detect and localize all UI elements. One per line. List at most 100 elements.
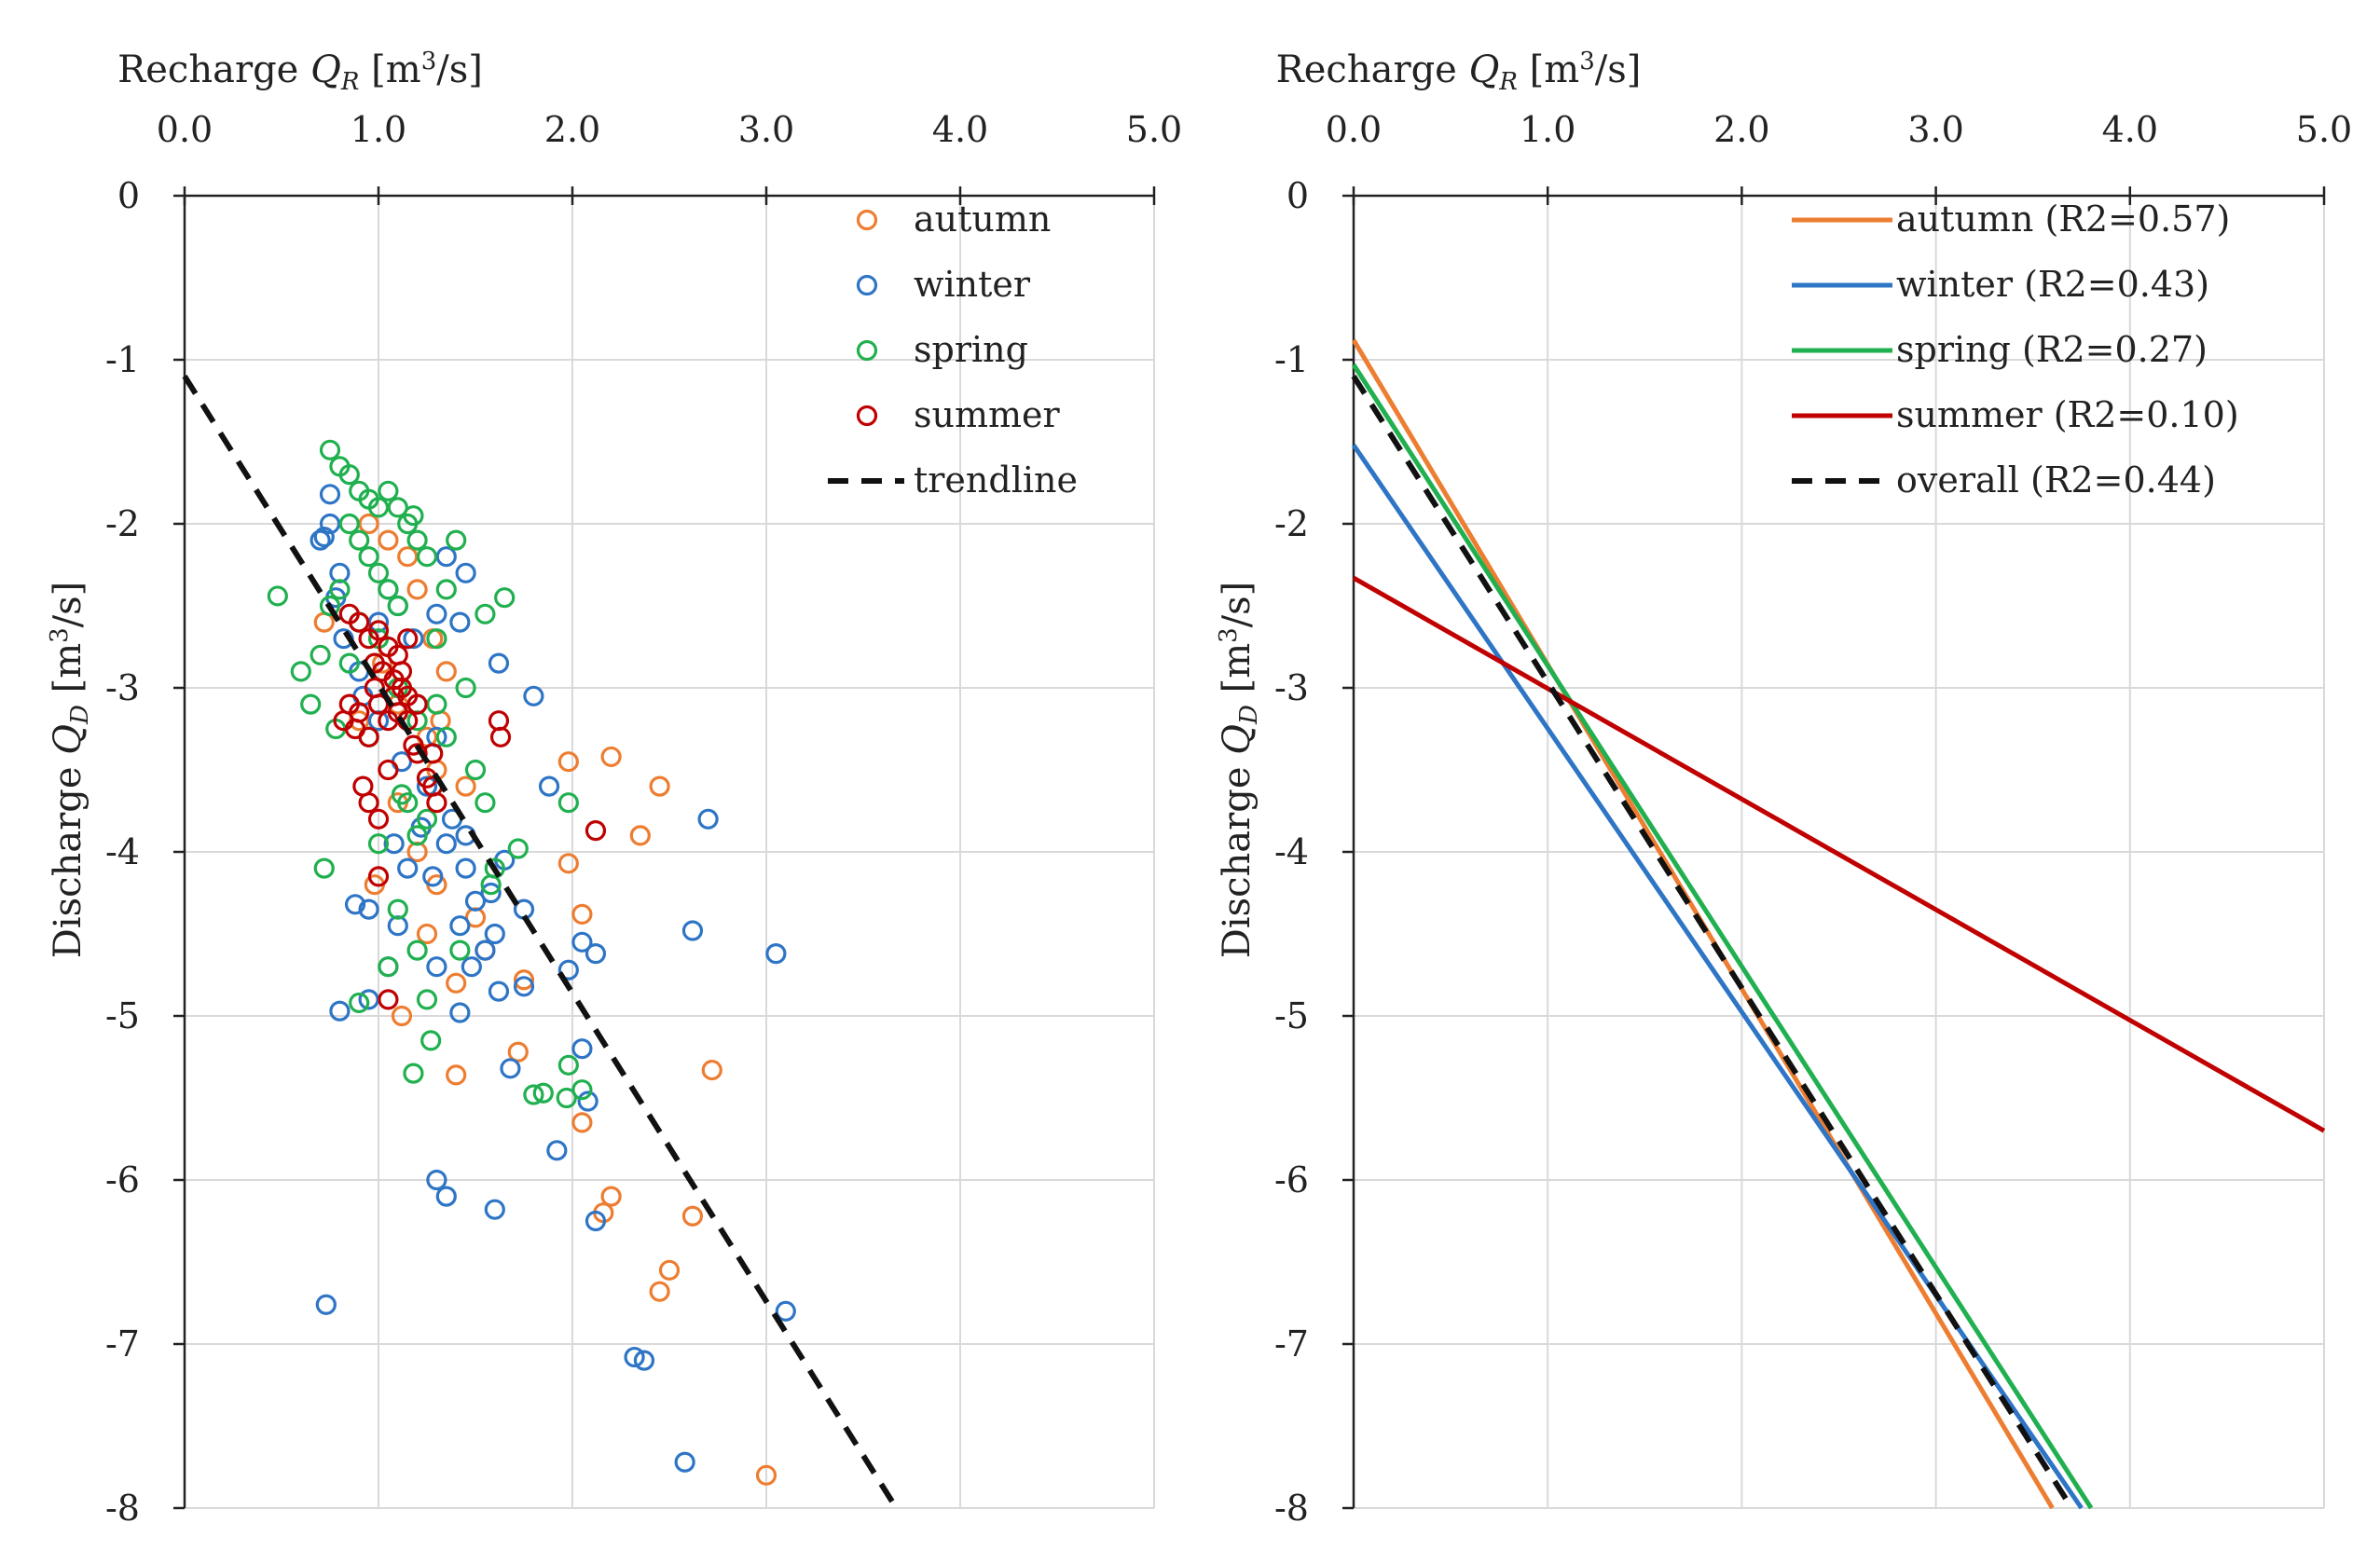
scatter-point [358, 513, 379, 535]
scatter-point [571, 1038, 593, 1060]
legend-label-trendline: trendline [914, 460, 1078, 501]
scatter-point [319, 484, 341, 505]
scatter-point [403, 1063, 424, 1084]
scatter-point [338, 464, 360, 486]
scatter-point [319, 513, 341, 535]
scatter-point [488, 981, 510, 1002]
scatter-point [600, 1186, 622, 1207]
scatter-point [310, 529, 331, 551]
scatter-point [358, 989, 379, 1010]
scatter-point [449, 940, 471, 961]
y-tick-label: -3 [1274, 667, 1309, 708]
y-axis-title: Discharge QD [m3/s] [1215, 582, 1263, 959]
scatter-point [397, 857, 419, 879]
scatter-point [406, 825, 428, 846]
scatter-point [489, 726, 512, 748]
legend: autumn (R2=0.57) winter (R2=0.43) spring (… [1792, 199, 2239, 501]
scatter-point [391, 661, 413, 682]
scatter-point [585, 1210, 607, 1232]
scatter-point [455, 775, 476, 797]
scatter-point [523, 685, 544, 706]
scatter-point [319, 439, 341, 460]
scatter-point [406, 940, 428, 961]
scatter-point [538, 775, 560, 797]
scatter-point [435, 1186, 457, 1207]
scatter-point [507, 1041, 529, 1063]
scatter-point [624, 1346, 645, 1368]
scatter-point [378, 956, 399, 978]
x-tick-label: 4.0 [932, 109, 988, 150]
scatter-point [571, 1112, 593, 1133]
scatter-point [367, 833, 390, 855]
scatter-panel: 0.0 1.0 2.0 3.0 4.0 5.0 0 -1 -2 -3 -4 -5 -6 -7 -8 Recha… [46, 48, 1182, 1529]
x-tick-label: 0.0 [1326, 109, 1382, 150]
scatter-point [681, 920, 704, 941]
scatter-point [600, 746, 622, 768]
scatter-point [319, 595, 341, 617]
x-tick-label: 1.0 [351, 109, 406, 150]
scatter-point [571, 931, 593, 953]
scatter-point [755, 1464, 777, 1486]
data-points [267, 439, 796, 1486]
scatter-point [488, 710, 510, 732]
scatter-point [449, 611, 471, 633]
scatter-point [464, 759, 487, 781]
scatter-point [435, 661, 457, 682]
y-tick-label: -7 [1274, 1324, 1309, 1365]
scatter-point [556, 1087, 577, 1109]
x-tick-label: 5.0 [1126, 109, 1182, 150]
scatter-point [403, 505, 424, 527]
legend-marker-winter [856, 274, 878, 296]
scatter-point [426, 956, 447, 978]
scatter-point [416, 989, 438, 1010]
legend-label-summer: summer [914, 394, 1061, 435]
scatter-point [697, 808, 719, 830]
y-tick-label: -8 [1274, 1488, 1309, 1529]
y-tick-label: -4 [1274, 831, 1309, 872]
scatter-point [480, 882, 502, 904]
y-tick-label: -3 [105, 667, 140, 708]
y-tick-label: -6 [1274, 1159, 1309, 1200]
scatter-point [701, 1059, 722, 1081]
scatter-point [329, 1000, 351, 1022]
scatter-point [649, 1281, 670, 1302]
x-tick-label: 3.0 [738, 109, 794, 150]
scatter-point [461, 956, 482, 978]
scatter-point [633, 1350, 655, 1371]
scatter-point [416, 546, 438, 568]
scatter-point [449, 1002, 471, 1023]
scatter-point [290, 661, 311, 682]
scatter-point [338, 652, 360, 674]
legend-label: winter (R2=0.43) [1896, 264, 2209, 305]
scatter-point [681, 1205, 704, 1227]
scatter-point [406, 693, 428, 715]
series-lines [1351, 338, 2326, 1510]
scatter-point [391, 1005, 413, 1027]
scatter-point [435, 579, 457, 600]
scatter-point [422, 866, 444, 887]
scatter-point [484, 923, 505, 945]
series-line [1351, 374, 2074, 1510]
scatter-point [313, 857, 335, 879]
scatter-point [557, 1054, 579, 1076]
series-line [1352, 575, 2326, 1133]
scatter-point [367, 620, 390, 641]
scatter-point [446, 529, 467, 551]
y-tick-label: -8 [105, 1488, 140, 1529]
y-tick-label: -2 [1274, 503, 1309, 544]
x-tick-label: 2.0 [544, 109, 600, 150]
series-line [1351, 363, 2094, 1510]
trendline [182, 375, 895, 1503]
scatter-point [475, 940, 496, 961]
scatter-point [338, 513, 360, 535]
scatter-point [435, 833, 457, 855]
legend-label-spring: spring [914, 329, 1028, 370]
scatter-point [310, 644, 331, 665]
legend: autumn winter spring summer trendline [828, 199, 1078, 501]
legend-marker-summer [856, 405, 878, 427]
scatter-point [585, 820, 607, 842]
scatter-point [426, 792, 447, 814]
scatter-point [315, 1294, 337, 1315]
scatter-point [455, 562, 476, 583]
